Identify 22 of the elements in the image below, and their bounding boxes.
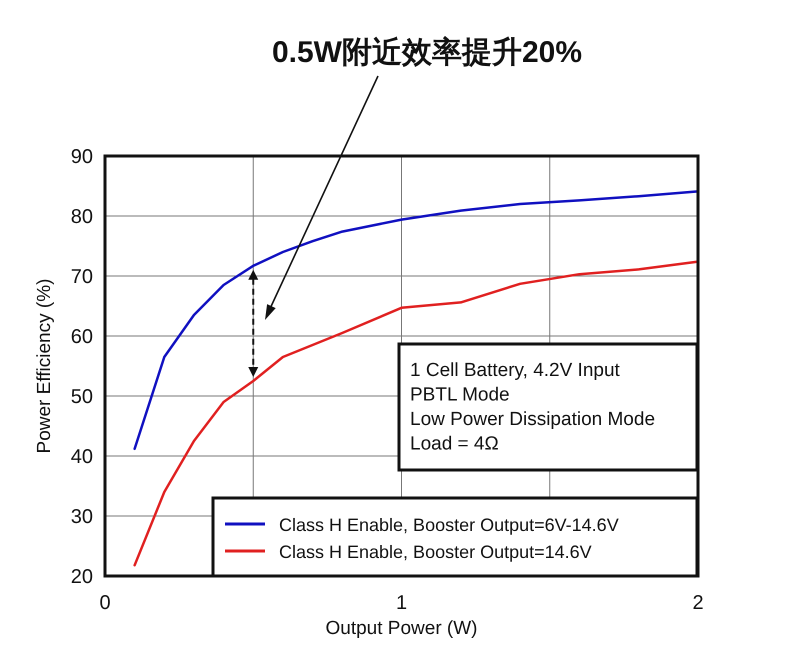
annotation: Low Power Dissipation Mode xyxy=(410,409,656,430)
y-tick-label: 80 xyxy=(70,206,93,228)
annotation: Load = 4Ω xyxy=(410,434,499,454)
x-tick-label: 1 xyxy=(396,592,408,614)
y-tick-label: 20 xyxy=(70,566,93,588)
y-tick-label: 30 xyxy=(70,506,93,528)
y-tick-label: 50 xyxy=(70,386,93,408)
y-tick-label: 70 xyxy=(70,266,93,288)
line-series xyxy=(133,190,700,450)
x-tick-label: 0 xyxy=(99,592,111,614)
annotation: 1 Cell Battery, 4.2V Input xyxy=(410,360,621,381)
y-tick-label: 90 xyxy=(70,146,93,168)
chart-title: 0.5W附近效率提升20% xyxy=(272,35,582,69)
legend-label: Class H Enable, Booster Output=14.6V xyxy=(279,542,592,562)
y-axis-title: Power Efficiency (%) xyxy=(34,278,55,454)
legend-label: Class H Enable, Booster Output=6V-14.6V xyxy=(279,515,619,535)
y-tick-label: 60 xyxy=(70,326,93,348)
annotation: PBTL Mode xyxy=(410,384,510,406)
x-tick-label: 2 xyxy=(692,592,704,614)
line-series xyxy=(133,260,700,566)
x-axis-title: Output Power (W) xyxy=(325,618,478,639)
y-tick-label: 40 xyxy=(70,446,93,468)
